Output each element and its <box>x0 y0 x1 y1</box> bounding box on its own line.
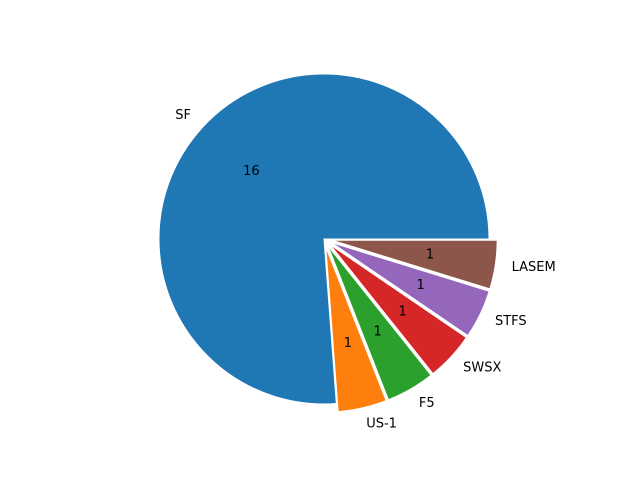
category-label: SF <box>175 108 191 123</box>
value-label: 1 <box>373 324 381 339</box>
category-label: STFS <box>495 314 527 329</box>
wedge-f5 <box>327 245 432 401</box>
value-label: 1 <box>416 278 424 293</box>
wedge-stfs <box>331 242 490 337</box>
wedge-us-1 <box>325 246 387 413</box>
category-label: US-1 <box>366 416 397 431</box>
category-label: LASEM <box>512 260 556 275</box>
value-label: 1 <box>398 304 406 319</box>
category-label: F5 <box>419 396 435 411</box>
value-label: 1 <box>344 336 352 351</box>
wedge-lasem <box>332 239 498 290</box>
labels: SF 16 US-1 1 F5 1 SWSX 1 STFS 1 LASEM 1 <box>175 108 556 431</box>
wedge-swsx <box>329 244 468 375</box>
value-label: 1 <box>426 247 434 262</box>
value-label: 16 <box>243 164 260 179</box>
category-label: SWSX <box>463 361 501 376</box>
wedge-sf <box>158 73 490 405</box>
wedges <box>158 73 498 413</box>
